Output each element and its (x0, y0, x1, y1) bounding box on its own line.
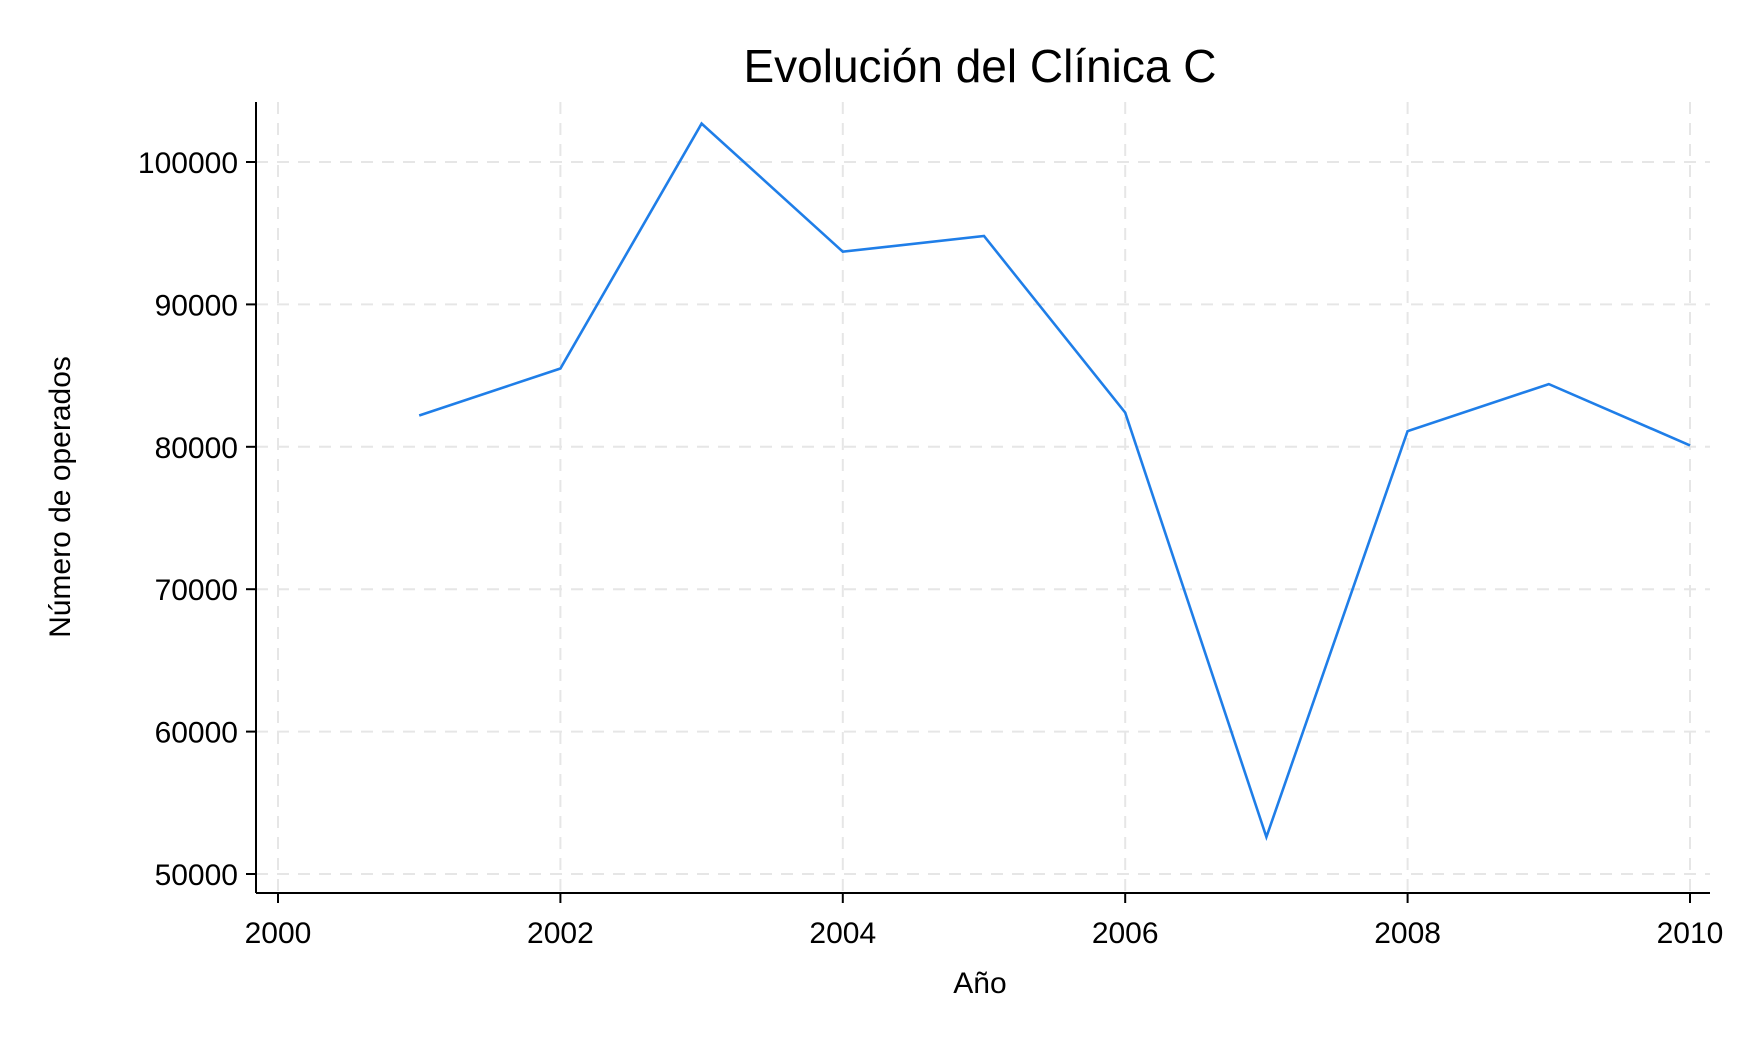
y-tick-label: 80000 (155, 432, 238, 465)
chart-title: Evolución del Clínica C (743, 40, 1216, 92)
x-tick-label: 2002 (527, 917, 594, 950)
grid (256, 102, 1710, 893)
axes: 2000 2002 2004 2006 2008 2010 50000 60000 70000 8… (138, 102, 1723, 950)
y-tick-label: 70000 (155, 574, 238, 607)
x-tick-label: 2004 (809, 917, 876, 950)
y-axis-label: Número de operados (44, 356, 77, 638)
x-axis-label: Año (953, 967, 1006, 1000)
x-tick-label: 2008 (1374, 917, 1441, 950)
x-tick-label: 2000 (245, 917, 312, 950)
y-tick-label: 60000 (155, 717, 238, 750)
series-line (418, 121, 1691, 842)
y-tick-label: 50000 (155, 859, 238, 892)
x-tick-label: 2006 (1092, 917, 1159, 950)
series-layer (418, 121, 1691, 842)
y-tick-label: 100000 (138, 147, 238, 180)
x-tick-label: 2010 (1657, 917, 1724, 950)
y-tick-label: 90000 (155, 289, 238, 322)
